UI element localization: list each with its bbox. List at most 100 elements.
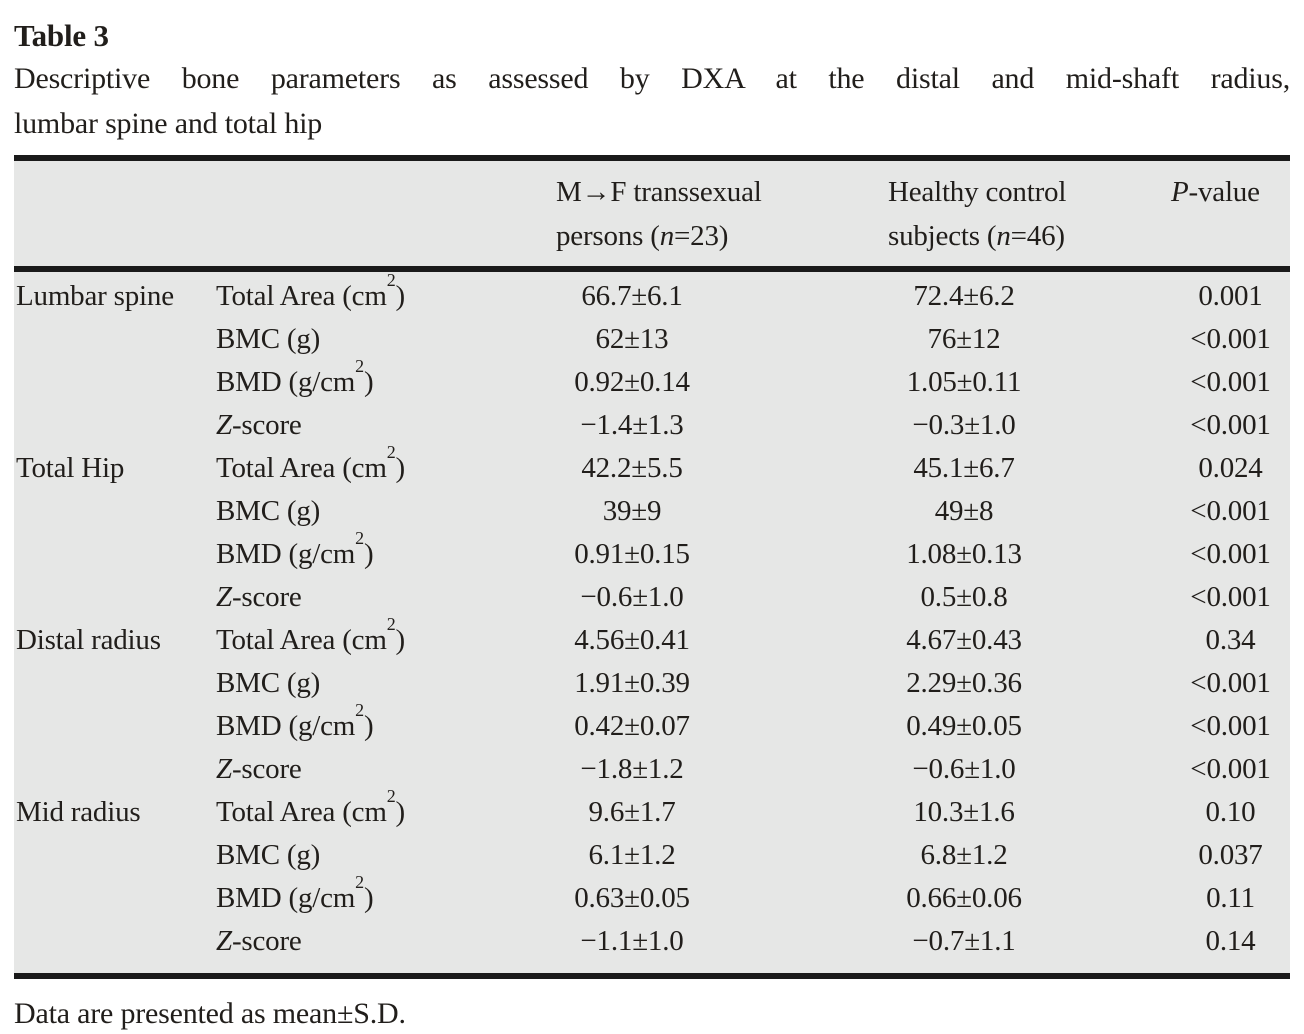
control-value-cell: 2.29±0.36 (888, 662, 1171, 705)
control-value-cell: −0.3±1.0 (888, 404, 1171, 447)
value: 4.67±0.43 (906, 624, 1022, 656)
value: 45.1±6.7 (913, 452, 1015, 484)
parameter-cell: BMD (g/cm2) (216, 355, 374, 398)
parameter-italic: Z (216, 409, 232, 441)
control-value-cell: 1.05±0.11 (888, 361, 1171, 404)
mtf-value-cell: −1.1±1.0 (556, 920, 888, 976)
region-cell (14, 404, 216, 447)
value: 66.7±6.1 (581, 280, 683, 312)
table-row: BMD (g/cm2) 0.42±0.07 0.49±0.05 <0.001 (14, 701, 1290, 748)
header-control-line1: Healthy control (888, 176, 1067, 208)
table-row: Z-score −1.1±1.0 −0.7±1.1 0.14 (14, 920, 1290, 976)
region-cell (14, 318, 216, 361)
table-row: BMD (g/cm2) 0.92±0.14 1.05±0.11 <0.001 (14, 355, 1290, 404)
value: 4.56±0.41 (574, 624, 690, 656)
value: 42.2±5.5 (581, 452, 683, 484)
pvalue-cell: <0.001 (1171, 748, 1290, 791)
control-value-cell: 72.4±6.2 (888, 269, 1171, 318)
mtf-value-cell: 6.1±1.2 (556, 834, 888, 877)
header-mtf-line1: M→F transsexual (556, 176, 762, 208)
region-cell: Lumbar spine (16, 280, 174, 312)
mtf-value-cell: −1.4±1.3 (556, 404, 888, 447)
value: 0.11 (1206, 882, 1255, 914)
value: 49±8 (934, 495, 994, 527)
mtf-value-cell: 0.92±0.14 (556, 361, 888, 404)
header-control-group: Healthy control subjects (n=46) (888, 158, 1171, 272)
table-footnote: Data are presented as mean±S.D. (14, 997, 406, 1030)
value: 0.024 (1198, 452, 1263, 484)
region-cell (14, 877, 216, 920)
value: −0.3±1.0 (912, 409, 1016, 441)
mtf-value-cell: 4.56±0.41 (556, 619, 888, 662)
value: 0.91±0.15 (574, 538, 690, 570)
table-row: BMC (g) 39±9 49±8 <0.001 (14, 490, 1290, 533)
control-value-cell: 0.66±0.06 (888, 877, 1171, 920)
header-mtf-line2: persons (n=23) (556, 220, 728, 252)
caption-line-2: lumbar spine and total hip (14, 107, 323, 140)
region-cell (14, 662, 216, 705)
pvalue-cell: <0.001 (1171, 361, 1290, 404)
pvalue-cell: <0.001 (1171, 705, 1290, 748)
parameter-cell: Z-score (216, 753, 302, 785)
parameter-superscript: 2 (386, 441, 396, 462)
value: 72.4±6.2 (913, 280, 1015, 312)
value: 0.42±0.07 (574, 710, 690, 742)
region-cell (14, 533, 216, 576)
parameter-superscript: 2 (355, 355, 364, 376)
pvalue-cell: <0.001 (1171, 404, 1290, 447)
control-value-cell: 10.3±1.6 (888, 791, 1171, 834)
pvalue-cell: 0.037 (1171, 834, 1290, 877)
region-cell: Distal radius (16, 624, 161, 656)
region-cell (14, 361, 216, 404)
pvalue-cell: <0.001 (1171, 576, 1290, 619)
value: 9.6±1.7 (588, 796, 676, 828)
value: 0.63±0.05 (574, 882, 690, 914)
value: 6.1±1.2 (588, 839, 676, 871)
region-cell (14, 576, 216, 619)
parameter-cell: BMC (g) (216, 323, 321, 355)
table-body: Lumbar spine Total Area (cm2) 66.7±6.1 72.4… (14, 269, 1290, 976)
parameter-cell: BMD (g/cm2) (216, 871, 374, 914)
parameter-cell: BMD (g/cm2) (216, 527, 374, 570)
value: 0.92±0.14 (574, 366, 690, 398)
parameter-superscript: 2 (355, 871, 364, 892)
value: 0.10 (1205, 796, 1256, 828)
value: <0.001 (1190, 409, 1271, 441)
value: <0.001 (1190, 495, 1271, 527)
control-value-cell: 6.8±1.2 (888, 834, 1171, 877)
mtf-value-cell: 39±9 (556, 490, 888, 533)
mtf-value-cell: 0.91±0.15 (556, 533, 888, 576)
value: <0.001 (1190, 753, 1271, 785)
control-value-cell: 76±12 (888, 318, 1171, 361)
value: <0.001 (1190, 366, 1271, 398)
value: 0.49±0.05 (906, 710, 1022, 742)
header-pvalue-post: -value (1188, 176, 1260, 208)
mtf-value-cell: 66.7±6.1 (556, 269, 888, 318)
table-header: M→F transsexual persons (n=23) Healthy c… (14, 158, 1290, 272)
value: −1.4±1.3 (580, 409, 684, 441)
mtf-value-cell: 1.91±0.39 (556, 662, 888, 705)
value: 10.3±1.6 (913, 796, 1015, 828)
table-row: Z-score −1.8±1.2 −0.6±1.0 <0.001 (14, 748, 1290, 791)
table-row: Z-score −1.4±1.3 −0.3±1.0 <0.001 (14, 404, 1290, 447)
parameter-cell: Total Area (cm2) (216, 613, 405, 656)
parameter-cell: Total Area (cm2) (216, 785, 405, 828)
value: 0.001 (1198, 280, 1263, 312)
value: <0.001 (1190, 667, 1271, 699)
value: 6.8±1.2 (920, 839, 1008, 871)
header-mtf-line2-pre: persons ( (556, 220, 660, 252)
value: 1.08±0.13 (906, 538, 1022, 570)
pvalue-cell: <0.001 (1171, 490, 1290, 533)
control-value-cell: 1.08±0.13 (888, 533, 1171, 576)
value: −0.7±1.1 (912, 925, 1016, 957)
table-row: Distal radius Total Area (cm2) 4.56±0.41 4.… (14, 613, 1290, 662)
parameter-italic: Z (216, 753, 232, 785)
table-caption: Descriptive bone parameters as assessed … (14, 56, 1290, 146)
control-value-cell: 0.49±0.05 (888, 705, 1171, 748)
value: −0.6±1.0 (912, 753, 1016, 785)
parameter-cell: Z-score (216, 409, 302, 441)
parameter-cell: Z-score (216, 581, 302, 613)
region-cell (14, 834, 216, 877)
table-row: Lumbar spine Total Area (cm2) 66.7±6.1 72.4… (14, 269, 1290, 318)
region-cell: Total Hip (16, 452, 125, 484)
